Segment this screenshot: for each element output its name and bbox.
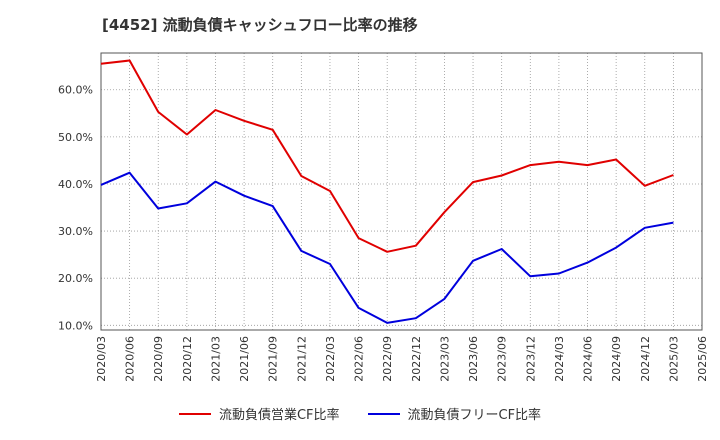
x-tick-label: 2021/09 — [267, 336, 280, 382]
x-tick-label: 2024/12 — [639, 336, 652, 382]
legend-swatch-blue — [367, 412, 400, 415]
y-tick-label: 20.0% — [58, 272, 93, 285]
series-line-1 — [100, 59, 674, 253]
grid-lines — [101, 53, 702, 330]
x-tick-label: 2021/12 — [295, 336, 308, 382]
legend-label-series1: 流動負債営業CF比率 — [218, 408, 340, 423]
x-tick-label: 2022/12 — [410, 336, 423, 382]
y-tick-label: 60.0% — [58, 84, 93, 97]
x-tick-label: 2022/09 — [381, 336, 394, 382]
x-tick-label: 2021/03 — [209, 336, 222, 382]
legend-swatch-red — [178, 412, 211, 415]
x-tick-label: 2020/09 — [152, 336, 165, 382]
x-tick-label: 2025/06 — [696, 336, 709, 382]
legend-label-series2: 流動負債フリーCF比率 — [407, 408, 542, 423]
y-tick-label: 40.0% — [58, 178, 93, 191]
y-tick-label: 30.0% — [58, 225, 93, 238]
y-tick-label: 10.0% — [58, 319, 93, 332]
x-tick-label: 2025/03 — [667, 336, 680, 382]
x-tick-label: 2023/09 — [496, 336, 509, 382]
x-tick-label: 2024/09 — [610, 336, 623, 382]
x-tick-label: 2020/03 — [95, 336, 108, 382]
x-tick-label: 2023/03 — [438, 336, 451, 382]
series-line-2 — [100, 171, 674, 324]
legend-item-series2: 流動負債フリーCF比率 — [367, 404, 542, 423]
x-tick-label: 2023/06 — [467, 336, 480, 382]
legend-item-series1: 流動負債営業CF比率 — [178, 404, 340, 423]
x-tick-label: 2022/06 — [353, 336, 366, 382]
plot-frame — [100, 52, 703, 331]
x-axis: 2020/03 2020/06 2020/09 2020/12 2021/03 2021/… — [95, 336, 709, 382]
x-tick-label: 2024/06 — [582, 336, 595, 382]
x-tick-label: 2020/06 — [124, 336, 137, 382]
x-tick-label: 2024/03 — [553, 336, 566, 382]
plot-background — [101, 53, 702, 330]
x-tick-label: 2020/12 — [181, 336, 194, 382]
y-tick-label: 50.0% — [58, 131, 93, 144]
y-axis: 10.0% 20.0% 30.0% 40.0% 50.0% 60.0% — [58, 84, 93, 333]
legend: 流動負債営業CF比率 流動負債フリーCF比率 — [0, 404, 720, 423]
x-tick-label: 2022/03 — [324, 336, 337, 382]
series-lines — [100, 59, 674, 324]
x-tick-label: 2021/06 — [238, 336, 251, 382]
x-tick-label: 2023/12 — [524, 336, 537, 382]
chart-title: [4452] 流動負債キャッシュフロー比率の推移 — [102, 16, 418, 34]
